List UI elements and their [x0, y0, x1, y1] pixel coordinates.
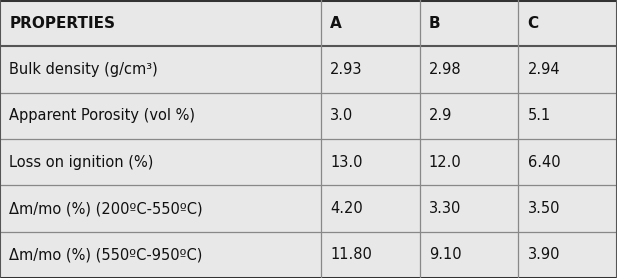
- Text: A: A: [330, 16, 342, 31]
- Text: 3.90: 3.90: [528, 247, 560, 262]
- Text: 9.10: 9.10: [429, 247, 462, 262]
- Text: Δm/mo (%) (550ºC-950ºC): Δm/mo (%) (550ºC-950ºC): [9, 247, 202, 262]
- Text: 4.20: 4.20: [330, 201, 363, 216]
- Text: B: B: [429, 16, 441, 31]
- Text: Apparent Porosity (vol %): Apparent Porosity (vol %): [9, 108, 195, 123]
- Text: PROPERTIES: PROPERTIES: [9, 16, 115, 31]
- Text: 2.98: 2.98: [429, 62, 462, 77]
- Text: Bulk density (g/cm³): Bulk density (g/cm³): [9, 62, 158, 77]
- Text: 2.94: 2.94: [528, 62, 560, 77]
- Text: 13.0: 13.0: [330, 155, 363, 170]
- Text: 3.50: 3.50: [528, 201, 560, 216]
- Text: 3.0: 3.0: [330, 108, 354, 123]
- Text: 2.9: 2.9: [429, 108, 452, 123]
- Text: C: C: [528, 16, 539, 31]
- Text: Loss on ignition (%): Loss on ignition (%): [9, 155, 154, 170]
- Text: 6.40: 6.40: [528, 155, 560, 170]
- Text: 11.80: 11.80: [330, 247, 372, 262]
- Text: 5.1: 5.1: [528, 108, 551, 123]
- Text: Δm/mo (%) (200ºC-550ºC): Δm/mo (%) (200ºC-550ºC): [9, 201, 203, 216]
- Text: 2.93: 2.93: [330, 62, 363, 77]
- Text: 12.0: 12.0: [429, 155, 462, 170]
- Text: 3.30: 3.30: [429, 201, 461, 216]
